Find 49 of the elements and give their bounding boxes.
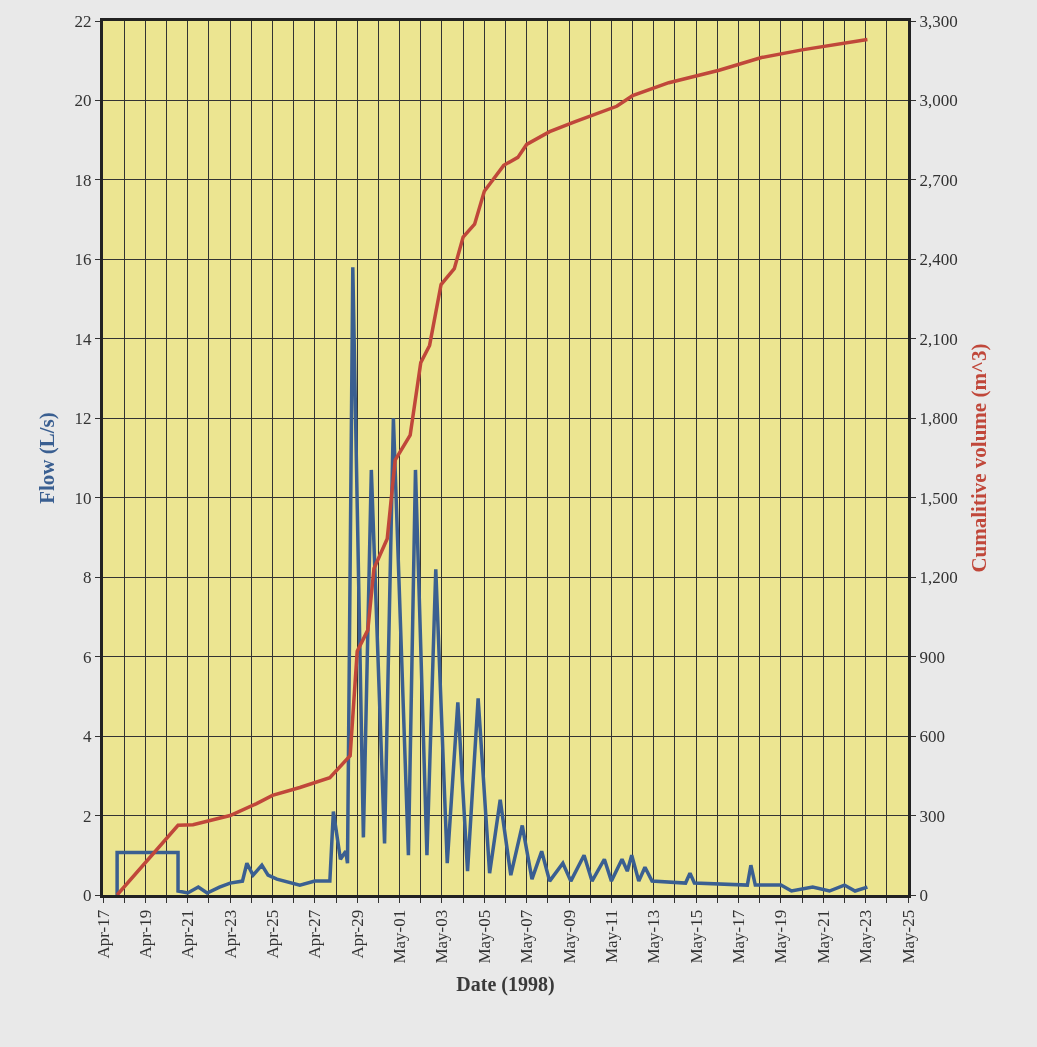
y-tick-label: 2	[83, 806, 92, 826]
y2-tick-label: 1,200	[919, 568, 958, 588]
y-axis-title: Flow (L/s)	[34, 412, 59, 504]
x-axis-title: Date (1998)	[456, 973, 555, 997]
y-tick-label: 12	[74, 409, 92, 429]
x-tick-label: Apr-25	[262, 909, 282, 959]
x-tick-label: May-01	[390, 909, 410, 964]
y-tick-label: 4	[83, 727, 93, 747]
x-tick-label: May-13	[644, 909, 664, 964]
y2-tick-label: 600	[919, 727, 945, 747]
x-tick-label: May-05	[474, 909, 494, 964]
y2-tick-label: 3,000	[919, 91, 958, 111]
y2-axis-title: Cumalitive volume (m^3)	[966, 343, 991, 573]
y-tick-label: 18	[74, 170, 92, 190]
y2-tick-label: 2,700	[919, 170, 958, 190]
x-tick-label: May-07	[517, 909, 537, 964]
y2-tick-label: 2,400	[919, 250, 958, 270]
x-tick-label: Apr-21	[178, 909, 198, 959]
y-tick-label: 20	[74, 91, 92, 111]
line-series	[115, 265, 870, 895]
y-tick-label: 22	[74, 11, 92, 31]
y-tick-label: 14	[74, 329, 93, 349]
x-tick-label: Apr-23	[220, 909, 240, 959]
y-tick-label: 0	[83, 885, 92, 905]
x-tick-label: May-11	[601, 909, 621, 963]
y2-tick-label: 900	[919, 647, 945, 667]
x-tick-label: Apr-17	[93, 909, 113, 959]
y-tick-label: 10	[74, 488, 92, 508]
y2-tick-label: 300	[919, 806, 945, 826]
x-tick-label: May-25	[898, 909, 918, 964]
x-tick-label: May-19	[771, 909, 791, 964]
y2-tick-label: 1,500	[919, 488, 958, 508]
x-tick-label: May-21	[813, 909, 833, 964]
x-tick-label: May-23	[856, 909, 876, 964]
y2-tick-label: 2,100	[919, 329, 958, 349]
x-tick-label: Apr-27	[305, 909, 325, 959]
x-tick-label: May-03	[432, 909, 452, 964]
x-tick-label: May-17	[729, 909, 749, 964]
y2-tick-label: 3,300	[919, 11, 958, 31]
y-tick-label: 16	[74, 250, 92, 270]
y2-tick-label: 1,800	[919, 409, 958, 429]
x-tick-label: May-09	[559, 909, 579, 964]
x-tick-label: Apr-29	[347, 909, 367, 959]
line-series	[115, 37, 870, 895]
y2-tick-label: 0	[919, 885, 928, 905]
y-tick-label: 6	[83, 647, 92, 667]
y-tick-label: 8	[83, 568, 92, 588]
x-tick-label: May-15	[686, 909, 706, 964]
x-tick-label: Apr-19	[135, 909, 155, 959]
